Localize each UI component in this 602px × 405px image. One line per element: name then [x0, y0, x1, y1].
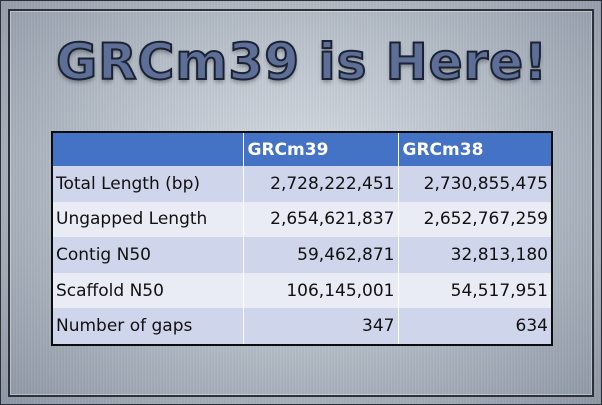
grcm38-value: 32,813,180	[398, 237, 551, 273]
header-empty-cell	[53, 133, 244, 166]
grcm39-value: 59,462,871	[243, 237, 399, 273]
table-row: Number of gaps 347 634	[53, 308, 551, 344]
grcm39-value: 2,728,222,451	[243, 166, 399, 202]
grcm38-value: 2,652,767,259	[398, 201, 551, 238]
slide-frame	[8, 9, 594, 397]
row-label: Total Length (bp)	[53, 166, 244, 202]
table-header-row: GRCm39 GRCm38	[53, 133, 551, 166]
header-grcm39: GRCm39	[243, 133, 399, 166]
grcm38-value: 634	[398, 308, 551, 344]
comparison-table-container: GRCm39 GRCm38 Total Length (bp) 2,728,22…	[51, 131, 553, 346]
table-row: Ungapped Length 2,654,621,837 2,652,767,…	[53, 201, 551, 238]
grcm39-value: 347	[243, 308, 399, 344]
table-row: Contig N50 59,462,871 32,813,180	[53, 237, 551, 273]
grcm38-value: 54,517,951	[398, 272, 551, 309]
row-label: Scaffold N50	[53, 272, 244, 309]
table-row: Scaffold N50 106,145,001 54,517,951	[53, 272, 551, 309]
slide-title: GRCm39 is Here!	[55, 32, 548, 92]
row-label: Contig N50	[53, 237, 244, 273]
table-row: Total Length (bp) 2,728,222,451 2,730,85…	[53, 166, 551, 202]
grcm39-value: 106,145,001	[243, 272, 399, 309]
header-grcm38: GRCm38	[398, 133, 551, 166]
row-label: Ungapped Length	[53, 201, 244, 238]
assembly-comparison-table: GRCm39 GRCm38 Total Length (bp) 2,728,22…	[53, 133, 551, 344]
grcm39-value: 2,654,621,837	[243, 201, 399, 238]
row-label: Number of gaps	[53, 308, 244, 344]
grcm38-value: 2,730,855,475	[398, 166, 551, 202]
